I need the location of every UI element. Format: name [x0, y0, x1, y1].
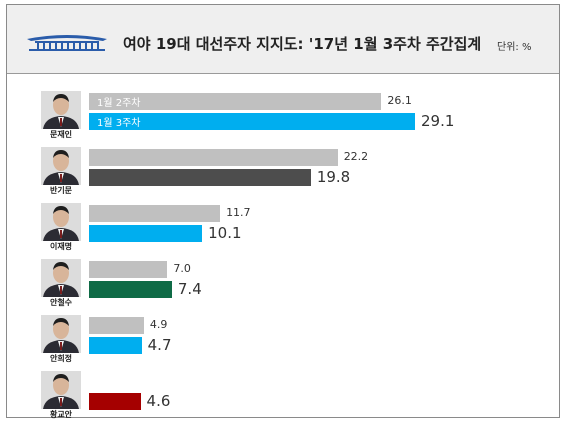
value-label-curr: 7.4	[177, 280, 202, 298]
value-label-prev: 4.9	[149, 318, 168, 331]
bar-curr-week	[89, 281, 172, 298]
chart-title: 여야 19대 대선주자 지지도: '17년 1월 3주차 주간집계	[123, 35, 482, 53]
value-label-curr: 19.8	[316, 168, 351, 186]
value-label-prev: 26.1	[387, 94, 412, 107]
legend-prev-week: 1월 2주차	[97, 98, 141, 109]
blue-house-logo	[27, 35, 107, 51]
candidate-photo	[41, 91, 81, 129]
bar-prev-week	[89, 93, 382, 110]
candidate-row: 문재인 26.1 1월 2주차 29.1 1월 3주차	[7, 83, 559, 139]
bar-curr-week	[89, 225, 203, 242]
bar-curr-week	[89, 113, 415, 130]
candidate-photo	[41, 203, 81, 241]
candidate-name: 안철수	[49, 298, 73, 307]
candidate-photo	[41, 371, 81, 409]
bar-prev-week	[89, 149, 338, 166]
candidate-photo	[41, 315, 81, 353]
value-label-prev: 7.0	[173, 262, 191, 275]
value-label-curr: 29.1	[421, 112, 455, 130]
candidate-name: 이재명	[49, 242, 73, 251]
bar-prev-week	[89, 205, 221, 222]
chart-frame: 여야 19대 대선주자 지지도: '17년 1월 3주차 주간집계 단위: % …	[6, 4, 560, 419]
candidate-row: 안철수 7.0 7.4	[7, 251, 559, 307]
bar-prev-week	[89, 317, 144, 334]
candidate-row: 이재명 11.7 10.1	[7, 195, 559, 251]
chart-header: 여야 19대 대선주자 지지도: '17년 1월 3주차 주간집계 단위: %	[7, 5, 559, 74]
candidate-name: 황교안	[49, 410, 73, 419]
bar-curr-week	[89, 393, 141, 410]
candidate-row: 황교안 4.6	[7, 363, 559, 419]
value-label-prev: 22.2	[343, 150, 369, 163]
candidate-row: 안희정 4.9 4.7	[7, 307, 559, 363]
candidate-name: 반기문	[49, 186, 73, 195]
candidate-row: 반기문 22.2 19.8	[7, 139, 559, 195]
value-label-prev: 11.7	[226, 206, 251, 219]
candidate-name: 문재인	[49, 130, 73, 139]
candidate-photo	[41, 147, 81, 185]
candidate-photo	[41, 259, 81, 297]
legend-curr-week: 1월 3주차	[97, 118, 141, 129]
bar-curr-week	[89, 337, 142, 354]
value-label-curr: 4.6	[146, 392, 171, 410]
value-label-curr: 4.7	[147, 336, 172, 354]
bar-prev-week	[89, 261, 168, 278]
bar-curr-week	[89, 169, 311, 186]
candidate-name: 안희정	[49, 354, 73, 363]
unit-label: 단위: %	[497, 42, 532, 53]
value-label-curr: 10.1	[208, 224, 242, 242]
